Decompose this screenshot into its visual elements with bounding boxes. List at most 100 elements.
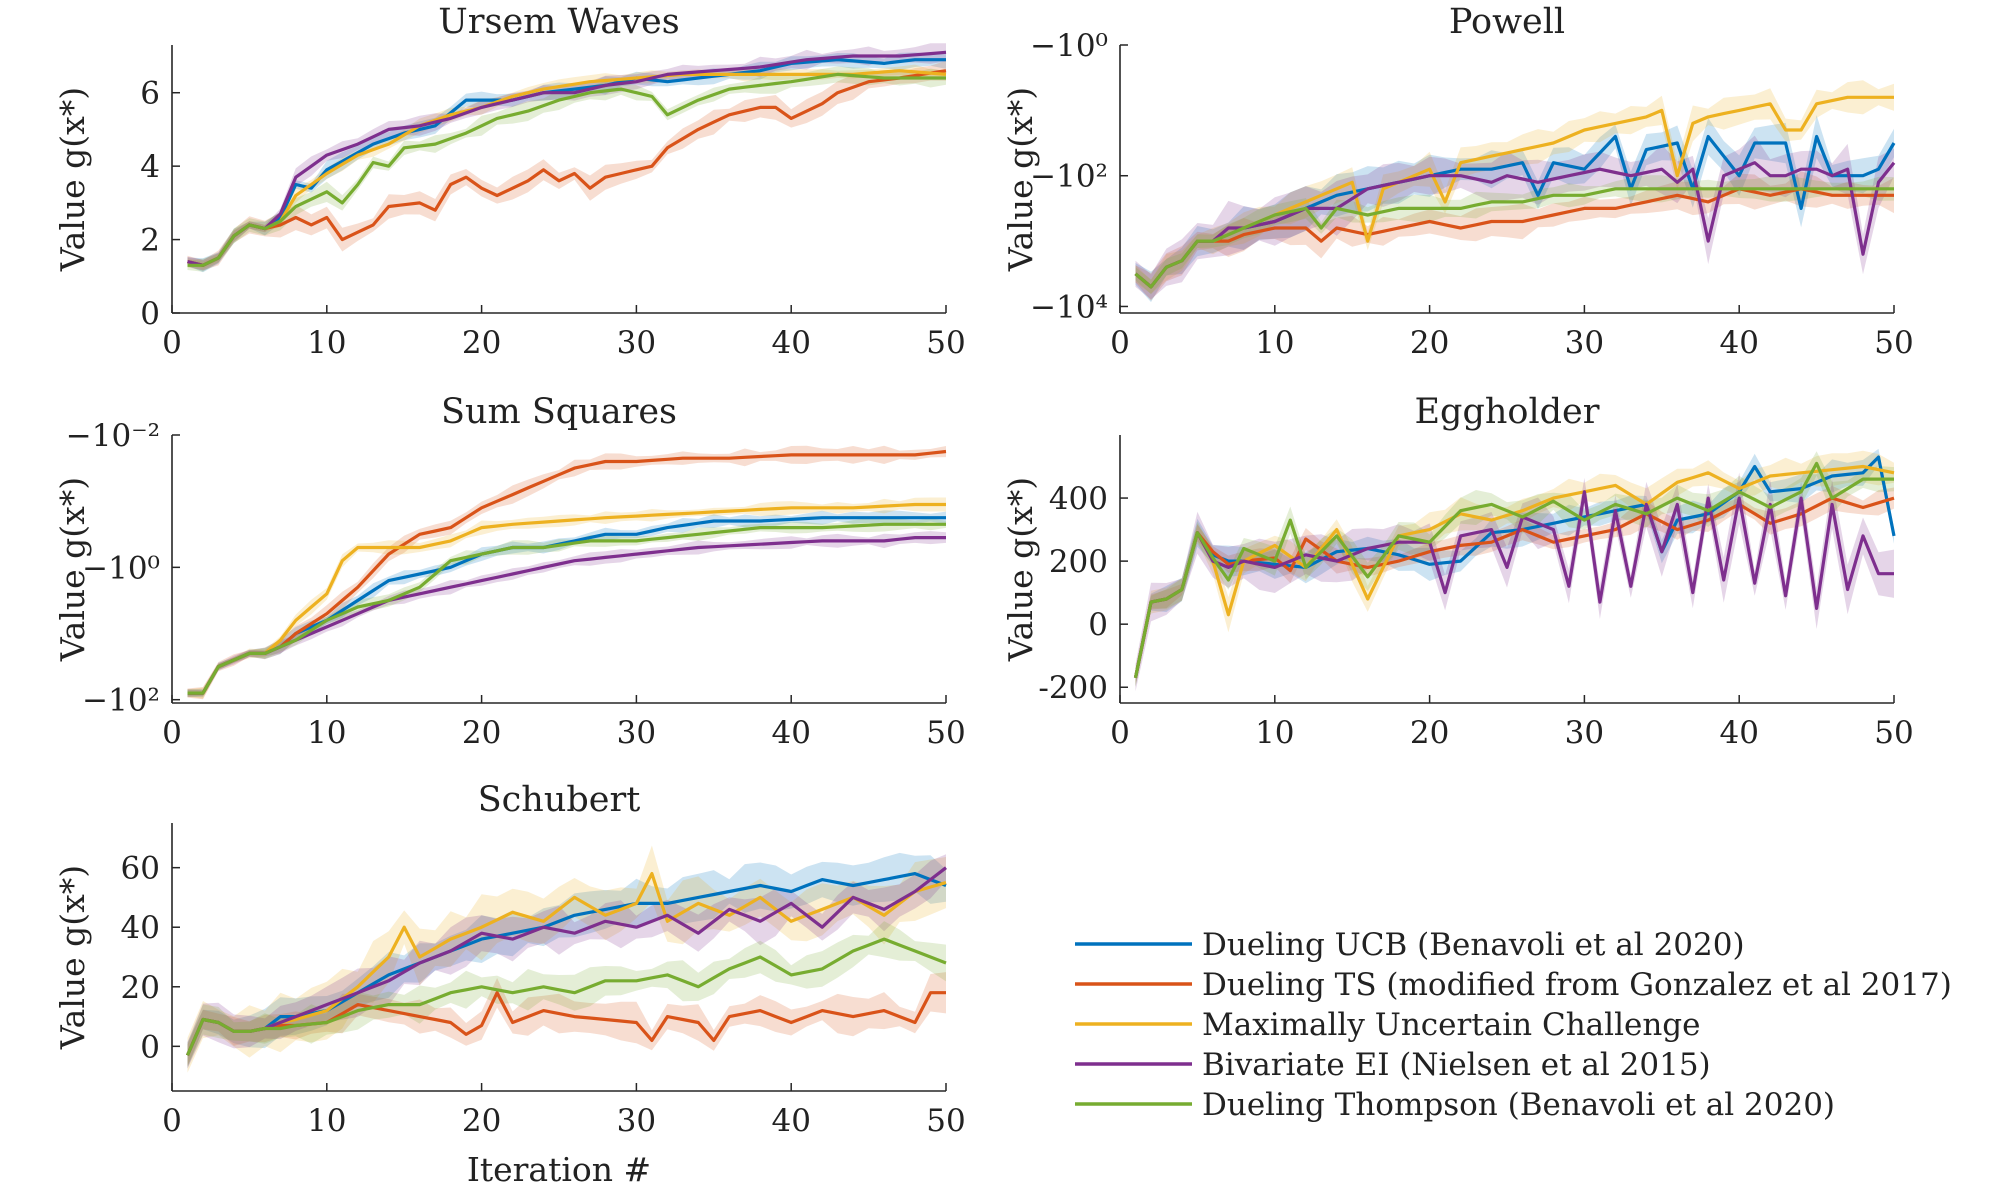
series-line-4 [187,50,947,267]
legend-entry-1: Dueling UCB (Benavoli et al 2020) [1202,927,1745,963]
x-tick-label: 0 [162,325,182,361]
series-line-3 [187,502,946,695]
y-tick-label: −10² [82,683,160,719]
confidence-band-3 [187,845,946,1073]
y-axis-label: Value g(x*) [1001,477,1040,662]
x-tick-label: 30 [617,325,656,361]
x-tick-label: 10 [1255,325,1294,361]
y-tick-label: -200 [1038,670,1108,706]
series-line-5 [186,937,947,1056]
series-line-4 [187,535,946,695]
y-tick-label: −10⁰ [82,550,160,586]
series-line-5 [1133,461,1894,679]
y-axis-label: Value g(x*) [53,477,92,662]
confidence-band-1 [1135,115,1894,303]
y-tick-label: −10⁻² [66,418,160,454]
y-tick-label: −10⁰ [1030,28,1108,64]
confidence-band-1 [187,852,946,1069]
y-tick-label: −10² [1030,159,1108,195]
confidence-band-3 [1135,450,1894,687]
y-tick-label: 4 [140,149,160,185]
y-tick-label: 2 [140,223,160,259]
y-tick-label: 0 [1088,607,1108,643]
x-tick-label: 50 [1874,325,1913,361]
confidence-band-4 [187,854,946,1069]
chart-title: Schubert [478,780,641,820]
y-axis-label: Value g(x*) [53,87,92,272]
y-axis-label: Value g(x*) [53,865,92,1050]
x-tick-label: 20 [1410,325,1449,361]
x-tick-label: 20 [462,715,501,751]
y-tick-label: 20 [121,970,160,1006]
confidence-band-5 [1135,175,1894,295]
y-tick-label: 60 [121,851,160,887]
x-tick-label: 30 [617,715,656,751]
series-line-4 [1134,161,1896,289]
series-line-2 [1134,187,1894,289]
x-tick-label: 40 [1719,325,1758,361]
series-line-2 [187,449,947,695]
y-axis-label: Value g(x*) [1001,87,1040,272]
panel-ursem-waves: 0 10 20 30 40 50 0 2 4 6 Ursem Waves Value g(x*) [53,2,966,361]
x-tick-label: 10 [307,715,346,751]
y-tick-label: 40 [121,910,160,946]
series-line-2 [187,69,947,267]
x-tick-label: 40 [1719,715,1758,751]
x-tick-label: 10 [307,325,346,361]
x-tick-label: 10 [307,1103,346,1139]
confidence-band-2 [1135,171,1894,301]
confidence-band-4 [187,531,946,697]
series-line-1 [187,58,946,267]
series-line-5 [1134,187,1894,289]
panel-sum-squares: 0 10 20 30 40 50 −10⁻² −10⁰ −10² Sum Squares Value… [53,392,966,751]
y-tick-label: −10⁴ [1030,289,1108,325]
x-axis-label: Iteration # [467,1150,651,1189]
x-tick-label: 30 [617,1103,656,1139]
legend: Dueling UCB (Benavoli et al 2020) Dueling… [1075,927,1952,1123]
x-tick-label: 30 [1565,325,1604,361]
y-tick-label: 200 [1049,544,1108,580]
y-tick-label: 6 [140,76,160,112]
x-tick-label: 20 [1410,715,1449,751]
series-line-5 [187,72,946,267]
x-tick-label: 50 [926,325,965,361]
legend-entry-2: Dueling TS (modified from Gonzalez et al… [1202,967,1952,1003]
chart-title: Ursem Waves [438,2,679,42]
legend-entry-4: Bivariate EI (Nielsen et al 2015) [1202,1047,1711,1083]
x-tick-label: 0 [1110,715,1130,751]
x-tick-label: 30 [1565,715,1604,751]
confidence-band-2 [187,972,946,1067]
y-tick-label: 0 [140,1029,160,1065]
x-tick-label: 50 [926,1103,965,1139]
x-tick-label: 0 [1110,325,1130,361]
legend-entry-5: Dueling Thompson (Benavoli et al 2020) [1202,1087,1835,1123]
series-line-3 [186,871,947,1056]
series-line-4 [1133,490,1894,679]
x-tick-label: 0 [162,1103,182,1139]
chart-title: Eggholder [1414,392,1599,432]
x-tick-label: 0 [162,715,182,751]
x-tick-label: 20 [462,325,501,361]
series-line-5 [187,522,946,695]
series-line-1 [1133,455,1896,679]
series-line-4 [186,866,947,1056]
confidence-band-3 [1135,80,1894,294]
legend-entry-3: Maximally Uncertain Challenge [1202,1007,1700,1043]
x-tick-label: 20 [462,1103,501,1139]
y-tick-label: 0 [140,296,160,332]
x-tick-label: 50 [926,715,965,751]
chart-title: Powell [1449,2,1565,42]
panel-powell: 0 10 20 30 40 50 −10⁰ −10² −10⁴ Powell Value g(x*) [1001,2,1914,361]
x-tick-label: 40 [771,325,810,361]
panel-schubert: 0 10 20 30 40 50 0 20 40 60 Schubert Value g(x*) Ite… [53,780,966,1189]
x-tick-label: 10 [1255,715,1294,751]
chart-title: Sum Squares [441,392,677,432]
x-tick-label: 40 [771,715,810,751]
x-tick-label: 40 [771,1103,810,1139]
series-line-3 [187,69,947,267]
y-tick-label: 400 [1049,481,1108,517]
confidence-band-2 [187,445,946,700]
series-line-1 [187,516,946,695]
